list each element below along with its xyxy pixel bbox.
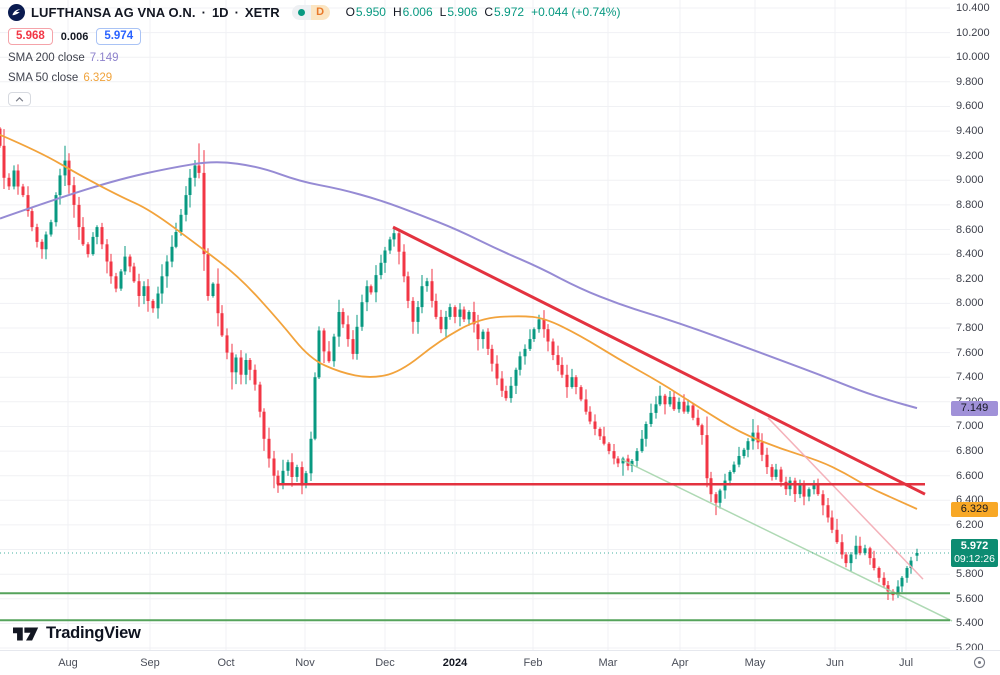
time-axis-label: May [744, 657, 766, 669]
price-axis-label: 9.000 [956, 174, 984, 187]
sma-50-line[interactable] [0, 133, 918, 510]
symbol-title[interactable]: LUFTHANSA AG VNA O.N. [31, 4, 196, 20]
price-axis-label: 9.400 [956, 125, 984, 138]
interval-value[interactable]: 1D [211, 4, 229, 20]
candlestick-series[interactable] [0, 127, 919, 601]
time-axis-label: Jul [898, 657, 914, 669]
red-resistance-trendline[interactable] [392, 225, 926, 496]
price-axis-label: 7.400 [956, 371, 984, 384]
indicator-row-sma200[interactable]: SMA 200 close 7.149 [8, 51, 620, 65]
pink-trendline[interactable] [767, 417, 924, 580]
price-axis-label: 8.600 [956, 223, 984, 236]
time-axis-label: Sep [140, 657, 160, 669]
time-axis-label: Oct [217, 657, 235, 669]
separator-dot: · [234, 4, 239, 20]
price-axis-label: 7.800 [956, 322, 984, 334]
collapse-legend-button[interactable] [8, 92, 31, 106]
price-axis-label: 10.400 [956, 2, 990, 14]
low-label: L [439, 5, 447, 19]
price-axis-label: 7.600 [956, 346, 984, 359]
last-price-value: 5.972 [960, 539, 989, 552]
symbol-row: LUFTHANSA AG VNA O.N. · 1D · XETR D O 5.9… [8, 3, 620, 21]
market-status-badge[interactable]: D [291, 4, 330, 20]
time-axis-label: Mar [598, 657, 618, 669]
sma200-price-label: 7.149 [951, 400, 998, 416]
time-axis[interactable]: Aug Sep Oct Nov Dec 2024 Feb Mar Apr May Jun Jul [0, 650, 1000, 675]
low-value: 5.906 [447, 5, 478, 19]
sma50-value: 6.329 [83, 72, 113, 84]
chevron-up-icon [15, 96, 24, 102]
close-value: 5.972 [494, 5, 525, 19]
sma50-label: SMA 50 close [8, 72, 79, 84]
grid [0, 0, 950, 650]
last-price-label: 5.972 09:12:26 [951, 538, 998, 567]
price-axis-label: 9.800 [956, 75, 984, 88]
close-label: C [484, 5, 494, 19]
ohlc-values: O 5.950 H 6.006 L 5.906 C 5.972 +0.044 (+0.7… [346, 5, 621, 19]
time-axis-label: 2024 [442, 657, 468, 669]
change-value: +0.044 (+0.74%) [531, 5, 621, 19]
buy-ask-button[interactable]: 5.974 [96, 28, 142, 45]
sma-200-line[interactable] [0, 161, 918, 410]
spread-value: 0.006 [60, 30, 89, 43]
price-axis-label: 8.400 [956, 248, 984, 261]
sma200-label: SMA 200 close [8, 52, 85, 64]
price-axis-label: 6.600 [956, 469, 984, 482]
market-open-dot-icon [291, 4, 311, 20]
time-axis-label: Jun [826, 657, 844, 669]
bid-ask-row: 5.968 0.006 5.974 [8, 28, 620, 45]
price-axis-label: 8.200 [956, 272, 984, 285]
time-axis-label: Dec [375, 657, 395, 669]
price-axis-label: 10.200 [956, 26, 990, 39]
chart-legend: LUFTHANSA AG VNA O.N. · 1D · XETR D O 5.9… [8, 3, 620, 106]
scale-settings-icon[interactable] [973, 656, 986, 669]
exchange-name[interactable]: XETR [244, 4, 280, 20]
price-axis-label: 7.000 [956, 420, 984, 433]
separator-dot: · [201, 4, 206, 20]
price-axis[interactable]: 10.400 10.200 10.000 9.800 9.600 9.400 9.200 9.… [950, 0, 1000, 654]
open-label: O [345, 5, 355, 19]
price-axis-label: 8.000 [956, 297, 984, 310]
price-axis-label: 9.200 [956, 149, 984, 162]
high-value: 6.006 [402, 5, 433, 19]
time-axis-label: Feb [523, 657, 543, 669]
price-axis-label: 5.800 [956, 568, 984, 581]
bar-countdown: 09:12:26 [954, 552, 995, 565]
high-label: H [392, 5, 402, 19]
lufthansa-logo-icon [8, 3, 25, 21]
open-value: 5.950 [355, 5, 386, 19]
brand-name: TradingView [46, 624, 141, 642]
sma50-price-label: 6.329 [951, 501, 998, 517]
price-axis-label: 6.200 [956, 518, 984, 531]
indicator-row-sma50[interactable]: SMA 50 close 6.329 [8, 71, 620, 85]
time-axis-label: Aug [58, 657, 78, 669]
sell-bid-button[interactable]: 5.968 [8, 28, 53, 45]
price-axis-label: 6.800 [956, 445, 984, 458]
interval-badge: D [310, 4, 330, 20]
price-axis-label: 9.600 [956, 100, 984, 113]
time-axis-label: Nov [295, 657, 315, 669]
time-axis-label: Apr [671, 657, 689, 669]
price-axis-label: 5.400 [956, 617, 984, 630]
sma200-value: 7.149 [89, 52, 119, 64]
tradingview-logo-icon [13, 627, 39, 640]
price-axis-label: 8.800 [956, 198, 984, 211]
price-axis-label: 10.000 [956, 51, 990, 64]
price-axis-label: 5.600 [956, 592, 984, 605]
tradingview-brand[interactable]: TradingView [13, 624, 141, 643]
